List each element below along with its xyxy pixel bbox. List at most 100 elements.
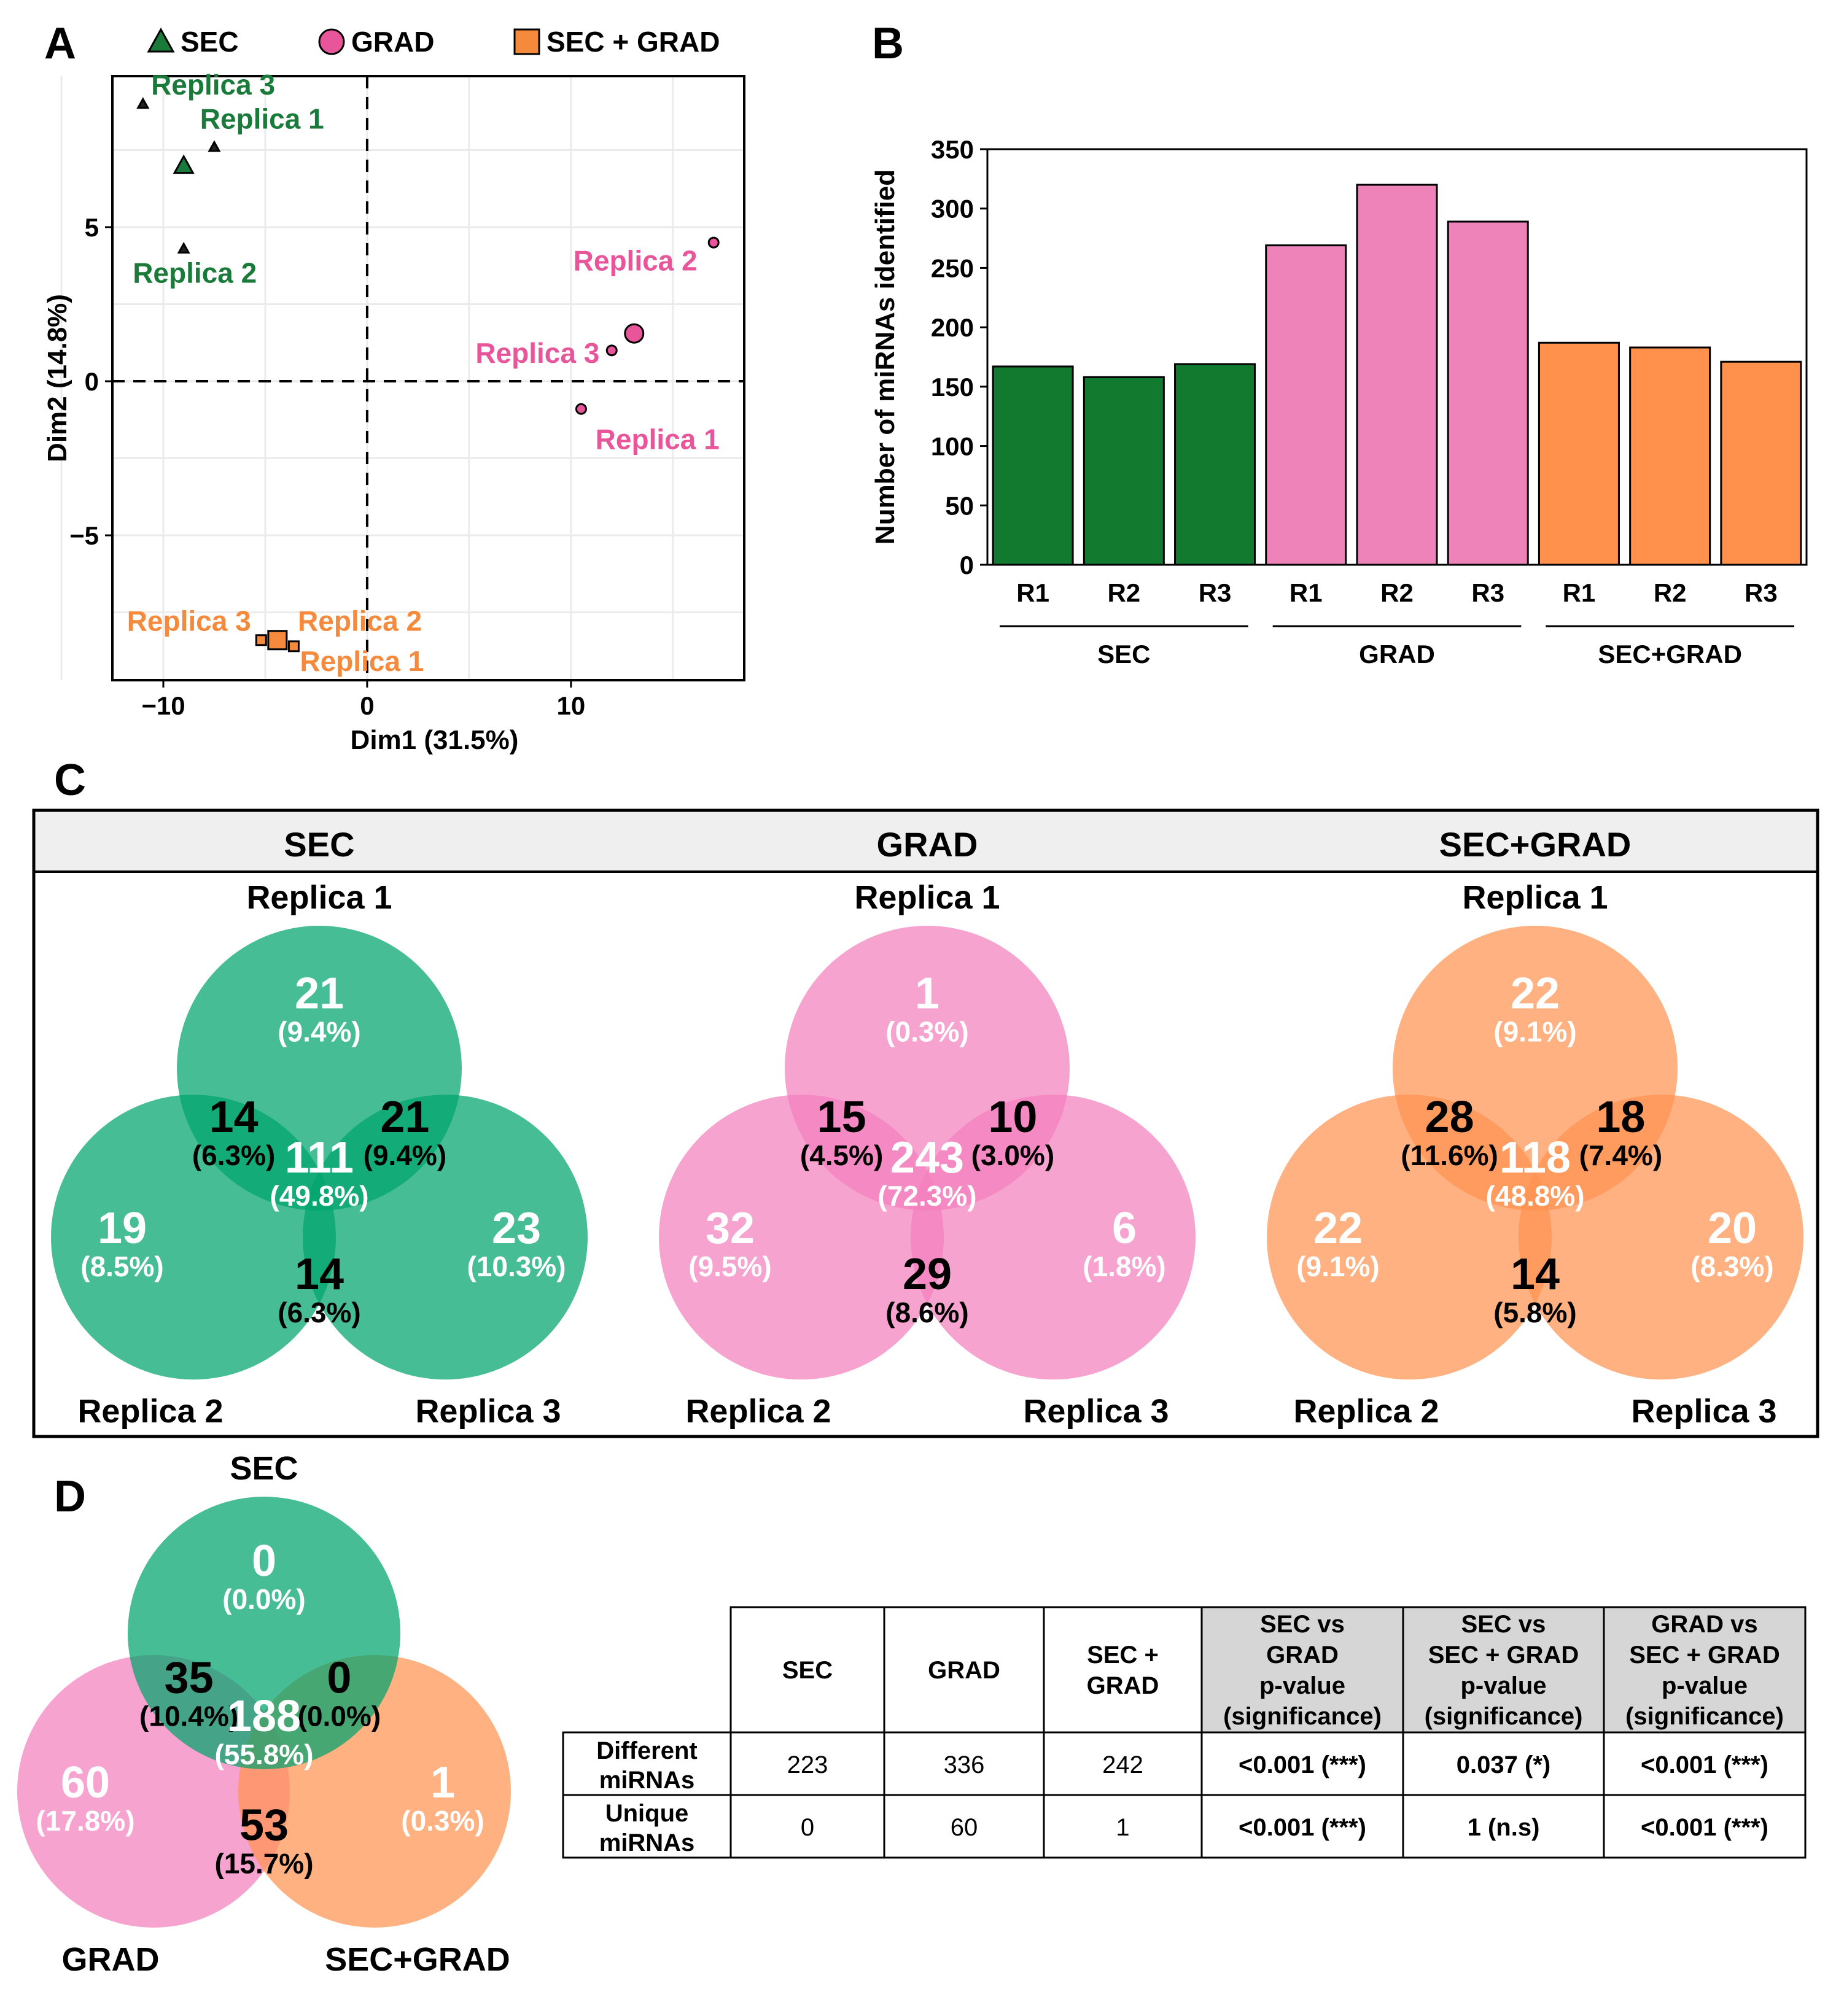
table-cell: 223 — [787, 1751, 828, 1778]
table-header-text: GRAD — [1266, 1642, 1339, 1669]
legend-marker-triangle — [147, 27, 175, 53]
bar — [1538, 341, 1620, 566]
x-tick-label: R3 — [1199, 578, 1232, 607]
x-axis-title: Dim1 (31.5%) — [351, 725, 519, 755]
scatter-point — [624, 323, 645, 344]
venn-2-count-tl: 28 — [1425, 1093, 1474, 1142]
table-header-text: (significance) — [1223, 1703, 1382, 1730]
table-cell: 1 (n.s) — [1468, 1814, 1540, 1841]
scatter-point — [177, 242, 190, 254]
venn-1-count-right: 6 — [1112, 1204, 1137, 1253]
venn-0-pct-tr: (9.4%) — [364, 1139, 446, 1171]
point-label: Replica 3 — [151, 69, 275, 101]
legend-label: SEC — [181, 26, 239, 58]
venn-1-count-left: 32 — [706, 1204, 755, 1253]
legend-label: GRAD — [351, 26, 434, 58]
venn-2-pct-center: (48.8%) — [1485, 1180, 1584, 1212]
table-header-text: (significance) — [1625, 1703, 1784, 1730]
table-cell: <0.001 (***) — [1239, 1814, 1366, 1841]
y-tick-label: 100 — [931, 432, 974, 461]
header-cell-shade — [1202, 1607, 1403, 1732]
venn-d-pct-tl: (10.4%) — [139, 1700, 238, 1732]
table-row-label: Unique — [605, 1800, 689, 1827]
table-header-text: SEC + GRAD — [1629, 1642, 1780, 1669]
bar — [1720, 360, 1802, 566]
venn-1-pct-top: (0.3%) — [885, 1016, 968, 1048]
venn-2-pct-tr: (7.4%) — [1579, 1139, 1662, 1171]
venn-1-count-bot: 29 — [903, 1250, 952, 1299]
panel-label-b: B — [872, 19, 904, 68]
table-cell: 336 — [944, 1751, 985, 1778]
venn-d-count-tr: 0 — [327, 1654, 351, 1703]
venn-d-count-bot: 53 — [239, 1801, 289, 1850]
table-header-text: GRAD — [928, 1657, 1000, 1684]
x-tick-label: R3 — [1745, 578, 1778, 607]
plot-frame — [111, 75, 745, 681]
point-label: Replica 2 — [133, 257, 257, 289]
venn-0-circle-top — [177, 926, 462, 1211]
y-tick-label: 300 — [931, 195, 974, 223]
y-tick-label: −5 — [69, 521, 99, 550]
bar — [1174, 363, 1256, 566]
bar — [1083, 376, 1165, 566]
group-label: SEC — [1097, 640, 1150, 669]
scatter-point — [173, 154, 195, 174]
venn-d-pct-right: (0.3%) — [401, 1805, 484, 1837]
venn-2-circle-top — [1393, 926, 1678, 1211]
table-header-text: SEC — [782, 1657, 833, 1684]
venn-2-count-top: 22 — [1511, 969, 1560, 1018]
table-header-text: GRAD — [1087, 1672, 1159, 1699]
venn-1-pct-tr: (3.0%) — [971, 1139, 1054, 1171]
x-tick-label: R3 — [1471, 578, 1504, 607]
x-tick-label: R1 — [1016, 578, 1049, 607]
scatter-point — [136, 97, 150, 109]
venn-1-label-left: Replica 2 — [685, 1393, 831, 1430]
bar-chart: 0 50 100 150 200 250 300 350 Number of miRNAs id… — [870, 135, 1808, 669]
venn-d-pct-tr: (0.0%) — [298, 1700, 381, 1732]
y-tick-label: 150 — [931, 373, 974, 401]
x-tick-label: R1 — [1289, 578, 1323, 607]
x-tick-label: 10 — [556, 691, 585, 720]
venn-d-pct-bot: (15.7%) — [214, 1848, 313, 1880]
venn-header: SEC — [284, 825, 354, 864]
venn-0-label-left: Replica 2 — [77, 1393, 223, 1430]
scatter-point — [575, 403, 587, 415]
y-axis-title: Number of miRNAs identified — [870, 169, 900, 545]
venn-d-label-left: GRAD — [62, 1941, 160, 1978]
x-tick-label: 0 — [360, 691, 374, 720]
legend-marker-square — [513, 28, 540, 55]
venn-2-count-left: 22 — [1313, 1204, 1363, 1253]
venn-1-label-top: Replica 1 — [854, 879, 1000, 916]
venn-1-count-top: 1 — [915, 969, 939, 1018]
venn-2-pct-left: (9.1%) — [1296, 1250, 1379, 1282]
bar — [1629, 346, 1711, 566]
venn-2-pct-top: (9.1%) — [1493, 1016, 1576, 1048]
venn-d-pct-center: (55.8%) — [214, 1739, 313, 1770]
y-tick-label: 0 — [960, 551, 974, 580]
x-tick-label: R1 — [1563, 578, 1596, 607]
venn-1-count-tr: 10 — [988, 1093, 1037, 1142]
y-axis-title: Dim2 (14.8%) — [42, 294, 72, 462]
venn-1-label-right: Replica 3 — [1023, 1393, 1169, 1430]
table-cell: 60 — [951, 1814, 978, 1841]
header-cell-shade — [1604, 1607, 1805, 1732]
table-cell: <0.001 (***) — [1239, 1751, 1366, 1778]
point-label: Replica 1 — [200, 103, 324, 134]
bar — [1265, 244, 1347, 566]
venn-0-count-left: 19 — [98, 1204, 147, 1253]
table-cell: 242 — [1102, 1751, 1143, 1778]
scatter-point — [707, 236, 720, 249]
y-tick-label: 250 — [931, 254, 974, 282]
y-tick-label: 50 — [945, 491, 974, 520]
scatter-point — [287, 640, 300, 653]
scatter-point — [255, 634, 267, 646]
table-row-label: miRNAs — [599, 1767, 695, 1794]
table-cell: 0 — [801, 1814, 814, 1841]
venn-d-label-top: SEC — [230, 1450, 298, 1487]
point-label: Replica 3 — [127, 605, 251, 637]
venn-0-label-right: Replica 3 — [415, 1393, 561, 1430]
bar — [992, 365, 1074, 566]
